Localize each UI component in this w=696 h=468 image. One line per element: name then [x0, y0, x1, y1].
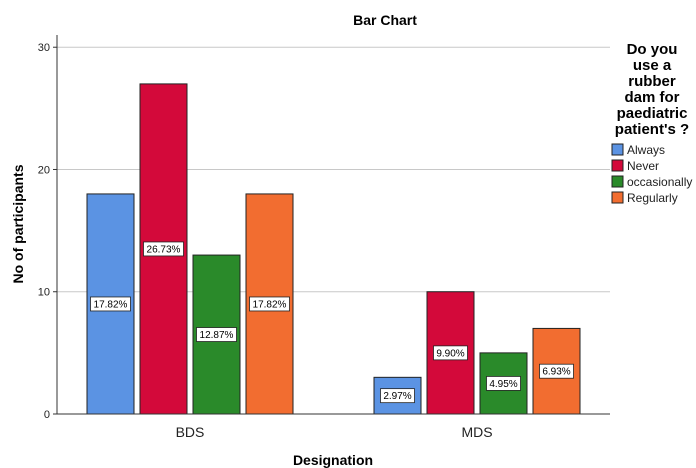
y-tick-label: 0 [44, 409, 50, 421]
legend-title-line: paediatric [617, 105, 688, 122]
legend-title-line: patient's ? [615, 121, 689, 138]
data-labels: 17.82% 26.73% 12.87% 17.82% 2.97% 9.90% 4.95% 6… [90, 241, 574, 404]
y-tick-label: 30 [38, 42, 50, 54]
data-label: 17.82% [94, 299, 128, 310]
chart-title: Bar Chart [353, 12, 417, 28]
legend-swatch [611, 143, 624, 156]
data-label: 2.97% [383, 391, 411, 402]
data-label-box [433, 345, 468, 361]
data-label-box [249, 296, 290, 312]
legend-label: Regularly [627, 191, 678, 205]
y-tick-label: 10 [38, 287, 50, 299]
data-label-box [380, 388, 415, 404]
data-label-box [486, 376, 521, 391]
data-label-box [539, 363, 574, 379]
x-axis-title: Designation [293, 452, 373, 468]
legend-label: occasionally [627, 175, 692, 189]
data-label-box [196, 327, 237, 342]
x-categories: BDS MDS [176, 424, 493, 440]
x-category-label: MDS [461, 424, 492, 440]
legend-title-line: dam for [624, 89, 679, 106]
legend-title-line: use a [633, 57, 672, 74]
data-label: 17.82% [253, 299, 287, 310]
legend-title-line: rubber [628, 73, 676, 90]
data-label: 12.87% [200, 330, 234, 341]
legend-swatch [611, 175, 624, 188]
legend-label: Never [627, 159, 659, 173]
data-label-box [90, 296, 131, 312]
legend-label: Always [627, 143, 665, 157]
x-category-label: BDS [176, 424, 205, 440]
legend-swatch [611, 191, 624, 204]
y-ticks: 0 10 20 30 [38, 42, 57, 421]
data-label: 26.73% [147, 244, 181, 255]
y-axis-title: No of participants [10, 164, 26, 283]
data-label: 9.90% [436, 348, 464, 359]
data-label: 6.93% [542, 367, 570, 378]
data-label-box [143, 241, 184, 257]
y-tick-label: 20 [38, 164, 50, 176]
legend-swatch [611, 159, 624, 172]
legend-title-line: Do you [627, 41, 678, 58]
data-label: 4.95% [489, 379, 517, 390]
